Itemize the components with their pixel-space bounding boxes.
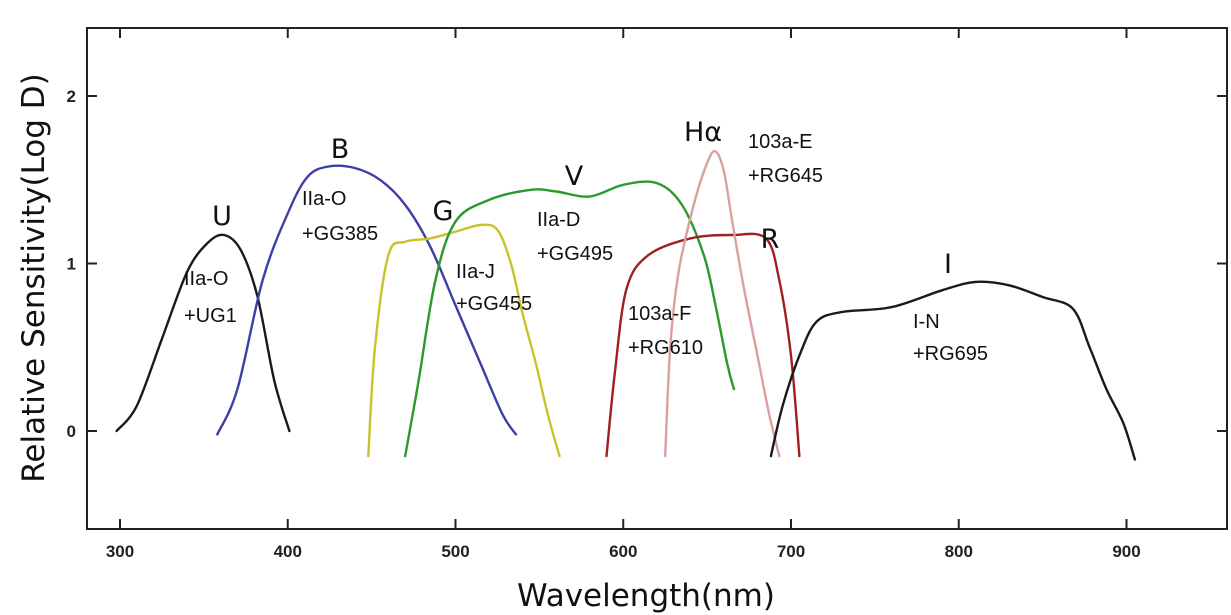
x-tick-label: 500 bbox=[441, 542, 469, 561]
band-label-r: R bbox=[761, 224, 780, 255]
filter-label-u: +UG1 bbox=[184, 305, 237, 327]
band-label-u: U bbox=[212, 201, 232, 232]
filter-label-h: +RG645 bbox=[748, 165, 823, 187]
x-tick-label: 600 bbox=[609, 542, 637, 561]
filter-label-b: +GG385 bbox=[302, 223, 378, 245]
x-axis-title: Wavelength(nm) bbox=[517, 578, 775, 614]
curve-u bbox=[115, 233, 291, 433]
filter-label-r: +RG610 bbox=[628, 337, 703, 359]
plot-frame bbox=[86, 27, 1228, 530]
curve-r bbox=[605, 232, 801, 458]
band-label-h: Hα bbox=[684, 117, 722, 148]
emulsion-label-u: IIa-O bbox=[184, 268, 228, 290]
y-tick-label: 0 bbox=[67, 422, 76, 441]
band-label-i: I bbox=[944, 249, 952, 280]
emulsion-label-b: IIa-O bbox=[302, 188, 346, 210]
filter-label-v: +GG495 bbox=[537, 243, 613, 265]
emulsion-label-r: 103a-F bbox=[628, 303, 691, 325]
y-tick-label: 2 bbox=[67, 87, 76, 106]
emulsion-label-i: I-N bbox=[913, 311, 940, 333]
sensitivity-curves bbox=[115, 149, 1137, 461]
curve-v bbox=[404, 180, 736, 458]
x-tick-label: 400 bbox=[274, 542, 302, 561]
curve-h bbox=[664, 149, 781, 458]
emulsion-label-v: IIa-D bbox=[537, 209, 580, 231]
x-tick-label: 900 bbox=[1112, 542, 1140, 561]
band-label-g: G bbox=[433, 196, 454, 227]
filter-label-g: +GG455 bbox=[456, 293, 532, 315]
band-label-b: B bbox=[331, 134, 350, 165]
x-tick-label: 800 bbox=[945, 542, 973, 561]
emulsion-label-h: 103a-E bbox=[748, 131, 813, 153]
y-axis-title: Relative Sensitivity(Log D) bbox=[16, 73, 52, 483]
curve-labels: U IIa-O +UG1 B IIa-O +GG385 G IIa-J +GG455 V IIa-D… bbox=[184, 117, 988, 365]
y-tick-label: 1 bbox=[67, 255, 76, 274]
filter-label-i: +RG695 bbox=[913, 343, 988, 365]
x-tick-label: 300 bbox=[106, 542, 134, 561]
curve-i bbox=[769, 280, 1137, 461]
axis-ticks: 300 400 500 600 700 800 900 0 1 2 bbox=[67, 28, 1227, 561]
band-label-v: V bbox=[565, 161, 584, 192]
emulsion-label-g: IIa-J bbox=[456, 261, 495, 283]
x-tick-label: 700 bbox=[777, 542, 805, 561]
curve-g bbox=[367, 223, 561, 458]
curve-b bbox=[216, 164, 518, 436]
